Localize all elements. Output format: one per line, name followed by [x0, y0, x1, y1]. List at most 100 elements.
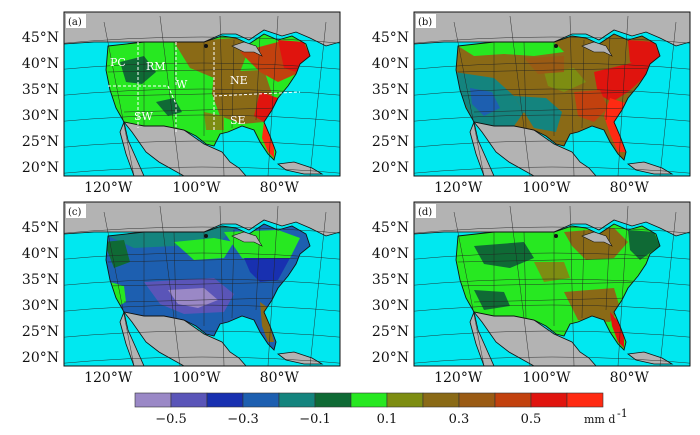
anomaly-patch	[544, 68, 586, 92]
anomaly-patch	[262, 122, 274, 158]
state-borders	[457, 225, 655, 326]
colorbar-swatch	[170, 392, 208, 408]
station-dot	[204, 44, 208, 48]
lon-tick-label: 120°W	[84, 180, 133, 196]
panel-label-box	[416, 14, 436, 28]
lat-tick-label: 20°N	[372, 350, 409, 366]
lon-tick-label: 100°W	[522, 370, 571, 386]
map-panel-c: (c) 45°N 40°N 35°N 30°N 25°N 20°N 120°W 100°W 80°…	[22, 201, 341, 386]
canada-landmass	[64, 12, 340, 47]
lon-tick-label: 100°W	[172, 370, 221, 386]
colorbar-swatch	[350, 392, 388, 408]
lat-tick-label: 40°N	[22, 56, 59, 72]
lat-tick-label: 25°N	[372, 134, 409, 150]
map-panel-b: (b) 45°N 40°N 35°N 30°N 25°N 20°N 120°W 100°W 80°…	[372, 11, 691, 196]
anomaly-patch	[474, 290, 510, 310]
region-label: SW	[134, 110, 154, 123]
anomaly-patch	[174, 38, 250, 78]
map-panel-a: PC RM W NE SW SE (a) 45°N 40°N 35°N 30°N 25°N 20°N 12…	[22, 11, 341, 196]
region-label: SE	[230, 114, 246, 127]
region-label: W	[176, 78, 188, 91]
lon-tick-label: 80°W	[610, 180, 650, 196]
lat-tick-label: 35°N	[372, 272, 409, 288]
lat-tick-label: 25°N	[372, 324, 409, 340]
panel-frame	[63, 11, 341, 177]
anomaly-patch	[628, 230, 660, 260]
anomaly-patch	[610, 312, 624, 348]
lat-tick-label: 40°N	[372, 246, 409, 262]
anomaly-patch	[564, 288, 620, 322]
canada-landmass	[414, 202, 690, 237]
lat-tick-label: 45°N	[22, 220, 59, 236]
panel-label: (d)	[418, 207, 432, 218]
colorbar-unit-exponent: -1	[617, 407, 628, 420]
state-borders	[457, 35, 655, 136]
region-label: NE	[230, 74, 248, 87]
lon-tick-label: 120°W	[434, 180, 483, 196]
lat-tick-label: 30°N	[372, 298, 409, 314]
anomaly-patch	[594, 60, 650, 102]
lat-tick-label: 35°N	[372, 82, 409, 98]
lat-tick-label: 20°N	[22, 350, 59, 366]
canada-landmass	[414, 12, 690, 47]
colorbar-swatch	[458, 392, 496, 408]
anomaly-patch	[470, 88, 500, 116]
panel-frame	[63, 201, 341, 367]
colorbar-swatch	[314, 392, 352, 408]
lat-tick-label: 45°N	[372, 30, 409, 46]
lat-tick-label: 40°N	[372, 56, 409, 72]
anomaly-patch	[514, 96, 562, 132]
colorbar-swatch	[566, 392, 604, 408]
colorbar-tick-label: −0.5	[155, 412, 187, 427]
us-outline	[105, 33, 311, 161]
station-dot	[554, 234, 558, 238]
anomaly-patch	[254, 92, 278, 122]
lat-tick-label: 45°N	[372, 220, 409, 236]
anomaly-patch	[244, 258, 290, 282]
lat-tick-label: 20°N	[372, 160, 409, 176]
lat-tick-label: 40°N	[22, 246, 59, 262]
us-outline	[105, 223, 311, 351]
station-dot	[554, 44, 558, 48]
map-panel-d: (d) 45°N 40°N 35°N 30°N 25°N 20°N 120°W 100°W 80°…	[372, 201, 691, 386]
panel-label: (b)	[418, 17, 432, 28]
colorbar-unit: mm d	[584, 413, 615, 426]
state-borders	[107, 225, 305, 326]
panel-label: (c)	[68, 207, 82, 218]
lon-tick-label: 80°W	[610, 370, 650, 386]
colorbar-tick-label: −0.3	[227, 412, 259, 427]
region-label: PC	[110, 56, 126, 69]
region-label: RM	[146, 60, 166, 73]
anomaly-patch	[106, 240, 130, 268]
great-lakes	[581, 41, 613, 57]
colorbar-swatch	[206, 392, 244, 408]
lon-tick-label: 120°W	[84, 370, 133, 386]
canada-landmass	[64, 202, 340, 237]
anomaly-patch	[204, 112, 224, 130]
graticule	[414, 205, 690, 366]
lat-tick-label: 30°N	[22, 108, 59, 124]
state-borders	[107, 35, 305, 136]
panel-label-box	[66, 14, 86, 28]
lat-tick-label: 25°N	[22, 134, 59, 150]
colorbar-swatch	[242, 392, 280, 408]
panel-label-box	[416, 204, 436, 218]
colorbar-swatch	[386, 392, 424, 408]
colorbar-swatch	[278, 392, 316, 408]
anomaly-patch	[564, 228, 628, 260]
great-lakes	[231, 41, 263, 57]
colorbar-tick-label: 0.3	[449, 412, 470, 427]
colorbar: −0.5 −0.3 −0.1 0.1 0.3 0.5 mm d -1	[134, 392, 628, 427]
anomaly-patch	[110, 282, 126, 306]
region-boundaries	[108, 42, 301, 132]
panel-frame	[413, 201, 691, 367]
anomaly-patch	[168, 288, 218, 308]
lon-tick-label: 80°W	[260, 180, 300, 196]
colorbar-swatch	[422, 392, 460, 408]
lat-tick-label: 25°N	[22, 324, 59, 340]
lon-tick-label: 100°W	[172, 180, 221, 196]
colorbar-swatch	[134, 392, 172, 408]
colorbar-swatch	[530, 392, 568, 408]
graticule	[64, 15, 340, 176]
